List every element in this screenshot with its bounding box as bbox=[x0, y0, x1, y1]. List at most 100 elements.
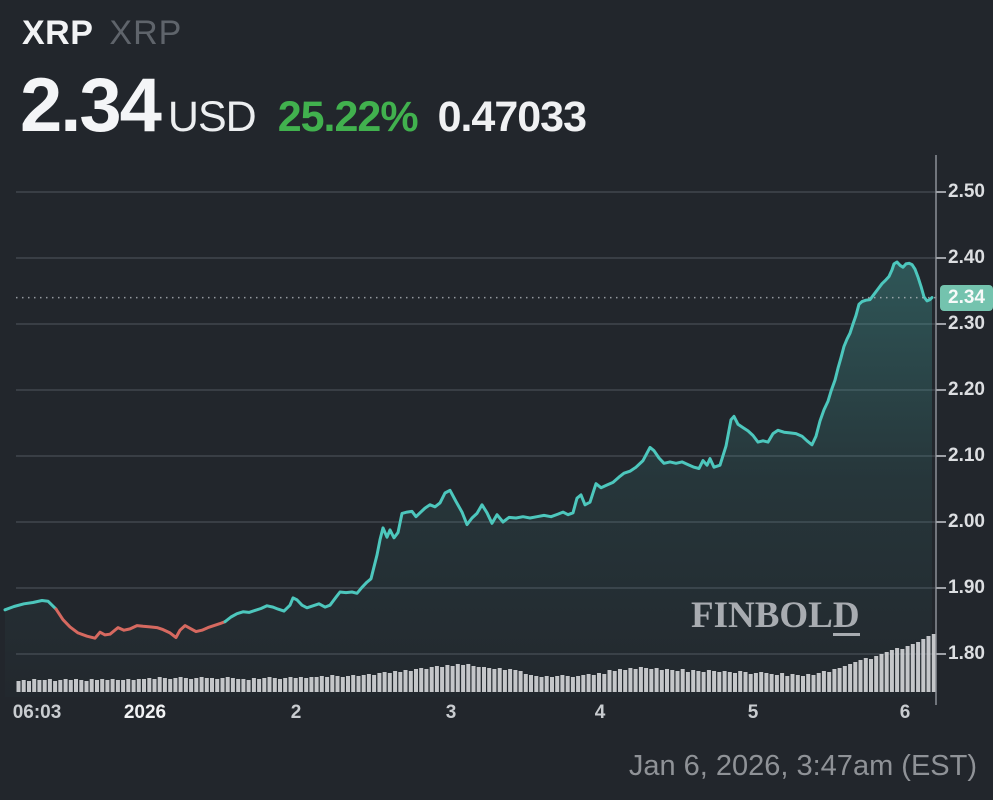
watermark-text: FINBOL bbox=[691, 595, 833, 636]
volume-bar bbox=[251, 678, 256, 692]
volume-bar bbox=[314, 677, 319, 692]
volume-bar bbox=[837, 668, 842, 692]
volume-bar bbox=[753, 673, 758, 692]
volume-bar bbox=[382, 672, 387, 692]
volume-bar bbox=[105, 680, 110, 692]
price-area-fill bbox=[5, 262, 932, 697]
volume-bar bbox=[372, 675, 377, 692]
volume-bar bbox=[691, 670, 696, 692]
volume-bar bbox=[429, 667, 434, 692]
x-axis-label: 06:03 bbox=[12, 702, 62, 723]
volume-bar bbox=[623, 670, 628, 692]
volume-bar bbox=[649, 669, 654, 692]
volume-bar bbox=[298, 677, 303, 692]
chart-plot-area[interactable] bbox=[0, 155, 993, 705]
volume-bar bbox=[241, 679, 246, 692]
volume-bar bbox=[858, 660, 863, 692]
volume-bar bbox=[675, 671, 680, 692]
volume-bar bbox=[257, 679, 262, 692]
volume-bar bbox=[95, 680, 99, 692]
volume-bar bbox=[612, 671, 617, 692]
volume-bar bbox=[178, 677, 183, 692]
volume-bar bbox=[482, 667, 486, 692]
volume-bar bbox=[461, 665, 466, 692]
volume-bar bbox=[508, 669, 513, 692]
price-value: 2.34 bbox=[20, 63, 162, 148]
volume-bar bbox=[889, 650, 894, 692]
volume-bar bbox=[900, 649, 905, 692]
volume-bar bbox=[27, 681, 31, 692]
volume-bar bbox=[272, 678, 277, 692]
volume-bar bbox=[293, 678, 298, 692]
volume-bar bbox=[759, 672, 764, 692]
volume-bar bbox=[638, 667, 643, 692]
volume-bar bbox=[921, 639, 926, 692]
volume-bar bbox=[157, 677, 162, 692]
volume-bar bbox=[790, 674, 795, 692]
volume-bar bbox=[717, 672, 722, 692]
volume-bar bbox=[351, 675, 356, 692]
volume-bars bbox=[16, 634, 936, 692]
volume-bar bbox=[304, 678, 309, 692]
volume-bar bbox=[748, 674, 753, 692]
volume-bar bbox=[230, 678, 235, 692]
volume-bar bbox=[618, 669, 622, 692]
volume-bar bbox=[565, 676, 570, 692]
volume-bar bbox=[602, 674, 607, 692]
volume-bar bbox=[806, 674, 811, 692]
x-axis-label: 2026 bbox=[123, 702, 167, 723]
volume-bar bbox=[502, 670, 507, 692]
volume-bar bbox=[523, 674, 528, 692]
volume-bar bbox=[534, 676, 539, 692]
volume-bar bbox=[795, 675, 800, 692]
volume-bar bbox=[863, 658, 868, 692]
volume-bar bbox=[696, 671, 701, 692]
volume-bar bbox=[743, 672, 748, 692]
volume-bar bbox=[414, 669, 418, 692]
volume-bar bbox=[194, 678, 199, 692]
volume-bar bbox=[591, 675, 596, 692]
volume-bar bbox=[827, 672, 832, 692]
volume-bar bbox=[570, 677, 575, 692]
volume-bar bbox=[147, 678, 152, 692]
volume-bar bbox=[63, 679, 68, 692]
volume-bar bbox=[366, 674, 371, 692]
volume-bar bbox=[189, 679, 194, 692]
volume-bar bbox=[121, 680, 126, 692]
price-change-absolute: 0.47033 bbox=[437, 93, 587, 141]
volume-bar bbox=[539, 677, 544, 692]
volume-bar bbox=[607, 670, 612, 692]
volume-bar bbox=[408, 671, 413, 692]
volume-bar bbox=[905, 646, 910, 692]
volume-bar bbox=[832, 669, 837, 692]
volume-bar bbox=[403, 670, 408, 692]
volume-bar bbox=[727, 672, 732, 692]
volume-bar bbox=[764, 673, 769, 692]
y-axis-ticks bbox=[936, 191, 946, 655]
volume-bar bbox=[319, 676, 324, 692]
volume-bar bbox=[183, 678, 188, 692]
price-line-segment bbox=[223, 260, 934, 624]
price-line bbox=[3, 260, 934, 640]
volume-bar bbox=[47, 679, 52, 692]
volume-bar bbox=[398, 672, 403, 692]
volume-bar bbox=[853, 662, 858, 692]
volume-bar bbox=[346, 676, 350, 692]
volume-bar bbox=[769, 674, 774, 692]
volume-bar bbox=[895, 648, 900, 692]
volume-bar bbox=[550, 677, 554, 692]
asset-title: XRP XRP bbox=[22, 14, 182, 53]
volume-bar bbox=[152, 679, 157, 692]
volume-bar bbox=[644, 668, 649, 692]
volume-bar bbox=[492, 669, 497, 692]
volume-bar bbox=[497, 668, 502, 692]
volume-bar bbox=[785, 676, 790, 692]
x-axis-label: 5 bbox=[747, 702, 759, 723]
volume-bar bbox=[283, 678, 288, 692]
volume-bar bbox=[654, 668, 659, 692]
volume-bar bbox=[419, 668, 424, 692]
asset-symbol-secondary: XRP bbox=[109, 14, 183, 52]
volume-bar bbox=[874, 656, 879, 692]
volume-bar bbox=[89, 679, 94, 692]
volume-bar bbox=[576, 676, 581, 692]
